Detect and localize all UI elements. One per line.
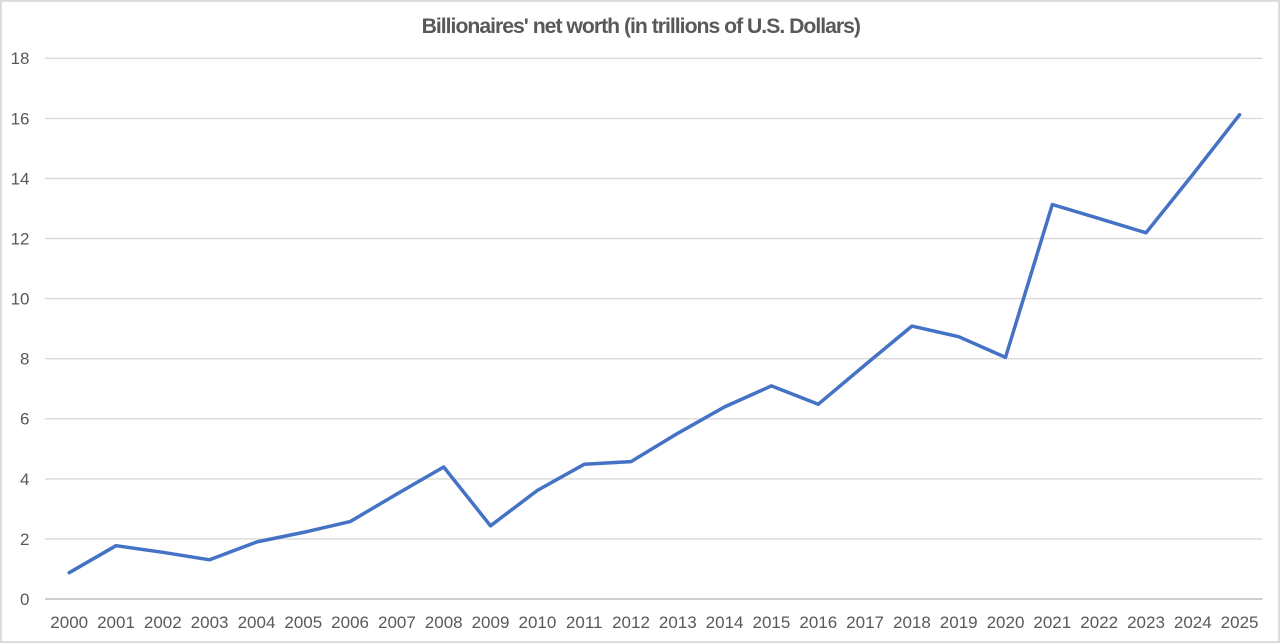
svg-text:2020: 2020 <box>987 613 1025 632</box>
svg-text:2003: 2003 <box>191 613 229 632</box>
svg-text:2012: 2012 <box>612 613 650 632</box>
svg-text:2015: 2015 <box>752 613 790 632</box>
svg-text:2006: 2006 <box>331 613 369 632</box>
svg-text:16: 16 <box>11 109 30 128</box>
svg-text:4: 4 <box>20 470 29 489</box>
svg-text:14: 14 <box>11 169 30 188</box>
svg-text:2007: 2007 <box>378 613 416 632</box>
svg-text:2011: 2011 <box>566 613 603 632</box>
svg-text:2004: 2004 <box>238 613 276 632</box>
svg-text:0: 0 <box>20 590 29 609</box>
svg-text:Billionaires' net worth (in tr: Billionaires' net worth (in trillions of… <box>422 15 860 38</box>
svg-text:6: 6 <box>20 410 29 429</box>
svg-text:2001: 2001 <box>97 613 135 632</box>
svg-text:2013: 2013 <box>659 613 697 632</box>
svg-text:2009: 2009 <box>472 613 510 632</box>
svg-text:2019: 2019 <box>940 613 978 632</box>
svg-text:2021: 2021 <box>1033 613 1071 632</box>
svg-text:2010: 2010 <box>518 613 556 632</box>
svg-text:8: 8 <box>20 350 29 369</box>
svg-text:2005: 2005 <box>284 613 322 632</box>
svg-text:12: 12 <box>11 229 30 248</box>
svg-text:2024: 2024 <box>1174 613 1212 632</box>
svg-text:2017: 2017 <box>846 613 884 632</box>
svg-text:2016: 2016 <box>799 613 837 632</box>
svg-text:2014: 2014 <box>706 613 744 632</box>
svg-text:2002: 2002 <box>144 613 182 632</box>
svg-text:2022: 2022 <box>1080 613 1118 632</box>
svg-text:2000: 2000 <box>50 613 88 632</box>
svg-text:18: 18 <box>11 49 30 68</box>
svg-text:2025: 2025 <box>1221 613 1259 632</box>
svg-text:2018: 2018 <box>893 613 931 632</box>
svg-text:2008: 2008 <box>425 613 463 632</box>
svg-text:10: 10 <box>11 290 30 309</box>
svg-text:2023: 2023 <box>1127 613 1165 632</box>
svg-text:2: 2 <box>20 530 29 549</box>
